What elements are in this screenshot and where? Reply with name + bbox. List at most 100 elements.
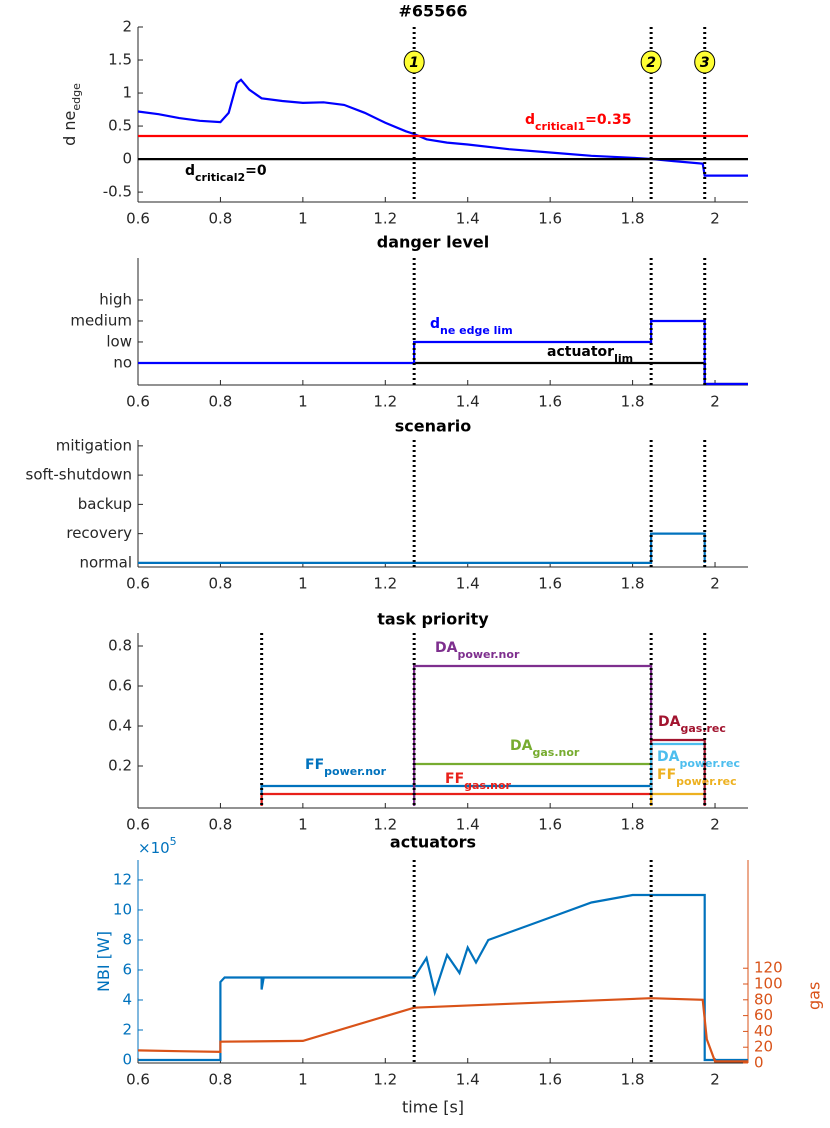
y-axis-label-sub: edge <box>70 83 83 111</box>
y-tick-label: 8 <box>122 930 132 948</box>
series-label-main: FF <box>657 767 676 783</box>
y-tick-label: normal <box>79 553 132 571</box>
y-tick-label: 0.5 <box>108 117 132 135</box>
x-tick-label: 0.6 <box>126 210 150 228</box>
series-label-main: d <box>430 316 440 332</box>
series-label: dcritical2=0 <box>185 163 267 184</box>
series-label: actuatorlim <box>547 344 633 365</box>
y2-tick-label: 100 <box>754 975 783 993</box>
y-tick-label: no <box>113 353 132 371</box>
y-tick-label: medium <box>70 311 132 329</box>
series-label-sub: power.nor <box>324 765 386 778</box>
x-tick-label: 0.6 <box>126 1071 150 1089</box>
y2-tick-label: 40 <box>754 1022 773 1040</box>
series-label-main: DA <box>657 749 680 765</box>
x-tick-label: 1.6 <box>538 575 562 593</box>
series-line <box>413 664 653 806</box>
x-tick-label: 1.8 <box>621 816 645 834</box>
series-label-sub: lim <box>614 352 633 365</box>
y-tick-label: mitigation <box>56 436 132 454</box>
series-label: DAgas.nor <box>510 738 580 759</box>
y-tick-label: 0.4 <box>108 717 132 735</box>
series-label: DAgas.rec <box>658 714 726 735</box>
x-tick-label: 2 <box>710 210 720 228</box>
y2-tick-label: 0 <box>754 1054 764 1072</box>
series-label: FFpower.nor <box>305 757 387 778</box>
x-tick-label: 1.8 <box>621 1071 645 1089</box>
series-label-main: actuator <box>547 344 614 360</box>
y-tick-label: recovery <box>66 524 132 542</box>
y-tick-label: backup <box>78 495 132 513</box>
chart-title: #65566 <box>398 2 467 21</box>
x-tick-label: 1.4 <box>456 1071 480 1089</box>
series-label-suffix: =0 <box>245 163 267 179</box>
y-tick-label: low <box>106 332 132 350</box>
y-tick-label: 0.8 <box>108 637 132 655</box>
chart-title: task priority <box>377 610 489 629</box>
series-label-main: DA <box>510 738 533 754</box>
x-tick-label: 1.4 <box>456 816 480 834</box>
x-tick-label: 1 <box>298 816 308 834</box>
y-tick-label: 0.6 <box>108 677 132 695</box>
event-label: 3 <box>700 55 710 71</box>
series-label: FFgas.nor <box>445 771 512 792</box>
x-tick-label: 1.2 <box>373 210 397 228</box>
x-tick-label: 1.2 <box>373 575 397 593</box>
x-tick-label: 2 <box>710 816 720 834</box>
series-label-main: d <box>525 112 535 128</box>
y-axis-label-main: NBI [W] <box>94 931 113 992</box>
x-axis-label: time [s] <box>402 1098 464 1117</box>
x-tick-label: 0.6 <box>126 575 150 593</box>
series-label-main: DA <box>658 714 681 730</box>
x-tick-label: 2 <box>710 1071 720 1089</box>
chart-title: danger level <box>377 233 490 252</box>
event-label: 1 <box>409 55 419 71</box>
axis-multiplier-base: ×10 <box>138 839 170 857</box>
event-marker <box>403 50 425 74</box>
y-tick-label: 1.5 <box>108 51 132 69</box>
series-label-sub: gas.rec <box>680 722 725 735</box>
series-label-sub: critical1 <box>535 120 585 133</box>
y-tick-label: 0.2 <box>108 757 132 775</box>
series-label-suffix: =0.35 <box>585 112 631 128</box>
series-label-sub: power.nor <box>457 648 519 661</box>
series-label: dcritical1=0.35 <box>525 112 631 133</box>
axis-multiplier: ×105 <box>138 835 177 857</box>
y-tick-label: 2 <box>122 1020 132 1038</box>
series-label: FFpower.rec <box>657 767 737 788</box>
event-label: 2 <box>646 55 656 71</box>
x-tick-label: 0.6 <box>126 816 150 834</box>
y-tick-label: 2 <box>122 18 132 36</box>
x-tick-label: 1.6 <box>538 210 562 228</box>
y-tick-label: 12 <box>113 870 132 888</box>
x-tick-label: 1.6 <box>538 816 562 834</box>
x-tick-label: 0.8 <box>209 393 233 411</box>
x-tick-label: 1.8 <box>621 393 645 411</box>
x-tick-label: 1.6 <box>538 1071 562 1089</box>
y-tick-label: 1 <box>122 84 132 102</box>
x-tick-label: 1.2 <box>373 393 397 411</box>
x-tick-label: 0.8 <box>209 816 233 834</box>
x-tick-label: 1.4 <box>456 575 480 593</box>
series-line <box>414 361 748 386</box>
x-tick-label: 1.2 <box>373 816 397 834</box>
series-label: DApower.nor <box>435 640 520 661</box>
series-label: DApower.rec <box>657 749 740 770</box>
series-label-sub: gas.nor <box>532 746 579 759</box>
series-label-sub: gas.nor <box>464 779 511 792</box>
x-tick-label: 0.8 <box>209 1071 233 1089</box>
y-axis-label: d needge <box>60 83 83 146</box>
series-label-main: FF <box>305 757 324 773</box>
y-tick-label: soft-shutdown <box>26 466 133 484</box>
series-line <box>260 784 652 806</box>
series-label-sub: power.rec <box>676 775 737 788</box>
series-label: dne edge lim <box>430 316 513 337</box>
series-line <box>138 532 706 564</box>
y2-tick-label: 60 <box>754 1006 773 1024</box>
y2-axis-label: gas <box>805 982 824 1010</box>
y-tick-label: 0 <box>122 1050 132 1068</box>
x-tick-label: 1 <box>298 210 308 228</box>
event-marker <box>694 50 716 74</box>
x-tick-label: 1.8 <box>621 210 645 228</box>
